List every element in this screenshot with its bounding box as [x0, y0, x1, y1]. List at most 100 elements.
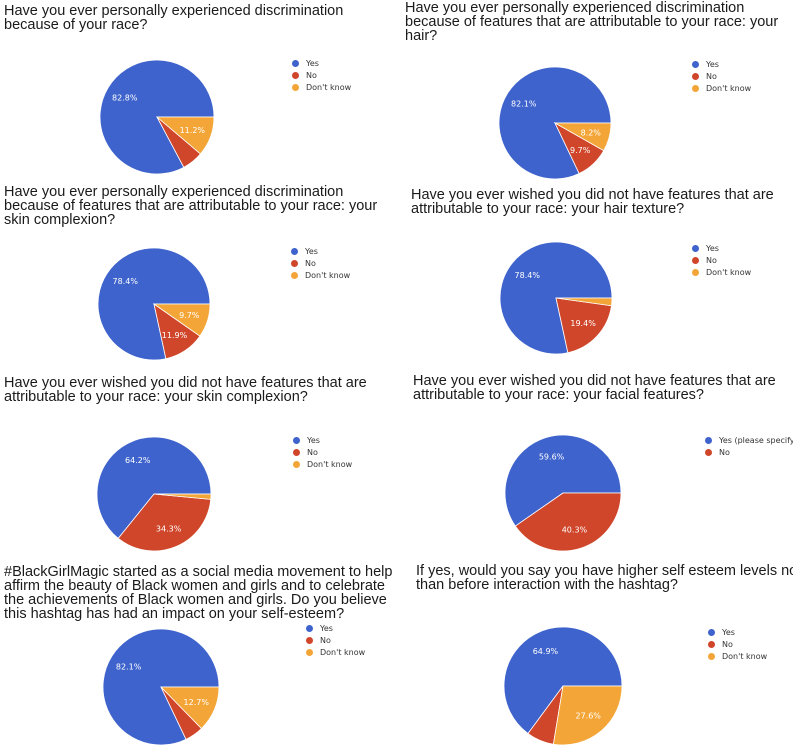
- legend-item: No: [291, 257, 350, 269]
- legend-item: Don't know: [692, 82, 751, 94]
- chart-title-line: Have you ever wished you did not have fe…: [4, 375, 367, 391]
- legend-label: Yes: [706, 243, 719, 253]
- slice-value-label: 64.9%: [533, 647, 559, 656]
- chart-title-line: hair?: [405, 28, 438, 44]
- legend-label: Yes: [306, 58, 319, 68]
- legend-label: Don't know: [305, 270, 351, 280]
- pie-slice-yes: [96, 436, 212, 539]
- chart-title-line: attributable to your race: your skin com…: [4, 389, 308, 405]
- pie-slice-yes-please-specify: [504, 434, 622, 527]
- legend-item: Yes: [708, 626, 767, 638]
- legend-item: No: [692, 254, 751, 266]
- legend-item: Yes: [306, 622, 365, 634]
- slice-value-label: 27.6%: [575, 712, 601, 721]
- chart-legend: Yes No Don't know: [692, 58, 751, 94]
- slice-value-label: 82.8%: [112, 94, 138, 103]
- legend-label: Yes: [706, 59, 719, 69]
- slice-value-label: 19.4%: [570, 319, 596, 328]
- slice-value-label: 34.3%: [156, 525, 182, 534]
- pie-slice-don-t-know: [153, 493, 212, 500]
- pie-slice-don-t-know: [553, 122, 612, 152]
- legend-label: No: [706, 71, 717, 81]
- pie-slice-yes: [97, 247, 211, 361]
- legend-swatch-icon: [306, 648, 313, 656]
- pie-slice-don-t-know: [152, 303, 211, 337]
- slice-value-label: 9.7%: [570, 146, 591, 155]
- pie-slice-don-t-know: [552, 685, 623, 746]
- slice-value-label: 11.9%: [162, 331, 188, 340]
- legend-item: No: [293, 446, 352, 458]
- legend-swatch-icon: [692, 268, 699, 276]
- legend-swatch-icon: [293, 460, 300, 468]
- chart-legend: Yes No Don't know: [306, 622, 365, 658]
- chart-legend: Yes No Don't know: [692, 242, 751, 278]
- chart-title: Have you ever wished you did not have fe…: [4, 375, 367, 405]
- legend-label: No: [305, 258, 316, 268]
- legend-swatch-icon: [708, 652, 715, 660]
- legend-item: Don't know: [293, 458, 352, 470]
- legend-swatch-icon: [692, 244, 699, 252]
- chart-title-line: attributable to your race: your hair tex…: [411, 201, 685, 217]
- legend-item: Yes: [292, 57, 351, 69]
- chart-legend: Yes No Don't know: [291, 245, 350, 281]
- legend-swatch-icon: [293, 448, 300, 456]
- chart-title-line: the achievements of Black women and girl…: [4, 592, 387, 608]
- legend-item: No: [708, 638, 767, 650]
- legend-label: No: [719, 447, 730, 457]
- pie-slice-yes: [499, 241, 613, 355]
- chart-title-line: because of features that are attributabl…: [405, 14, 779, 30]
- legend-swatch-icon: [291, 247, 298, 255]
- legend-item: No: [292, 69, 351, 81]
- chart-legend: Yes (please specify) No: [705, 434, 793, 458]
- chart-legend: Yes No Don't know: [292, 57, 351, 93]
- legend-item: Don't know: [692, 266, 751, 278]
- pie-slice-don-t-know: [555, 297, 613, 307]
- legend-item: No: [705, 446, 793, 458]
- chart-title-line: Have you ever wished you did not have fe…: [413, 373, 776, 389]
- chart-title-line: If yes, would you say you have higher se…: [416, 563, 793, 579]
- legend-label: No: [320, 635, 331, 645]
- slice-value-label: 9.7%: [179, 311, 200, 320]
- legend-swatch-icon: [292, 83, 299, 91]
- legend-swatch-icon: [306, 636, 313, 644]
- chart-title: #BlackGirlMagic started as a social medi…: [4, 565, 392, 622]
- legend-swatch-icon: [291, 259, 298, 267]
- slice-value-label: 78.4%: [515, 271, 541, 280]
- slice-value-label: 82.1%: [511, 99, 537, 108]
- legend-swatch-icon: [708, 628, 715, 636]
- chart-title-line: Have you ever personally experienced dis…: [4, 3, 344, 19]
- slice-value-label: 82.1%: [116, 663, 142, 672]
- slice-value-label: 12.7%: [184, 698, 210, 707]
- slice-value-label: 40.3%: [562, 526, 588, 535]
- legend-label: Yes: [320, 623, 333, 633]
- chart-title-line: affirm the beauty of Black women and gir…: [4, 578, 385, 594]
- legend-label: No: [306, 70, 317, 80]
- legend-swatch-icon: [292, 71, 299, 79]
- slice-value-label: 8.2%: [581, 128, 602, 137]
- chart-title: Have you ever wished you did not have fe…: [411, 188, 774, 217]
- chart-title-line: because of features that are attributabl…: [4, 198, 378, 214]
- chart-title-line: than before interaction with the hashtag…: [416, 577, 678, 593]
- slice-value-label: 59.6%: [539, 452, 565, 461]
- legend-label: Yes: [307, 435, 320, 445]
- legend-label: Don't know: [307, 459, 353, 469]
- legend-item: No: [692, 70, 751, 82]
- legend-item: Don't know: [306, 646, 365, 658]
- slice-value-label: 64.2%: [125, 456, 151, 465]
- legend-item: Don't know: [292, 81, 351, 93]
- chart-title-line: Have you ever personally experienced dis…: [4, 184, 344, 200]
- legend-swatch-icon: [292, 59, 299, 67]
- legend-label: Don't know: [722, 651, 768, 661]
- legend-item: No: [306, 634, 365, 646]
- legend-swatch-icon: [692, 84, 699, 92]
- legend-label: Don't know: [320, 647, 366, 657]
- legend-swatch-icon: [692, 256, 699, 264]
- slice-value-label: 11.2%: [180, 126, 206, 135]
- legend-label: No: [722, 639, 733, 649]
